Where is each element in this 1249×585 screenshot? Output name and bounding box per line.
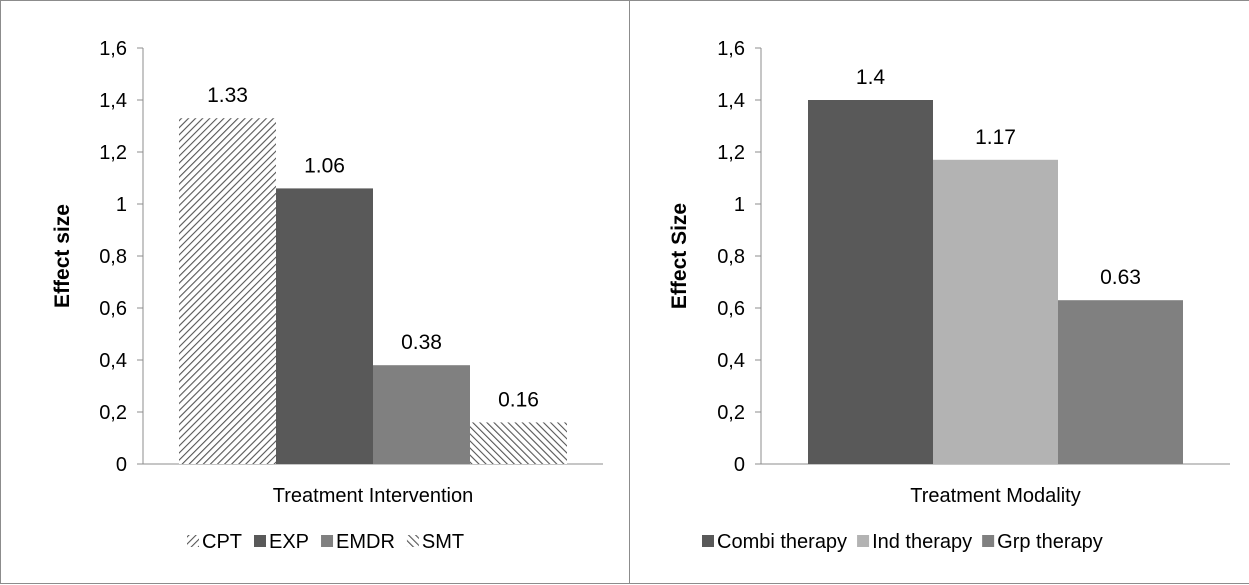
data-label: 1.06 xyxy=(304,154,345,177)
chart-left-svg: 0 0,2 0,4 0,6 0,8 1 1,2 1,4 1,6 1.33 1.06 0.38 0.16 E… xyxy=(51,38,603,553)
legend-swatch xyxy=(406,535,419,547)
y-tick-label: 0,2 xyxy=(717,402,745,424)
y-tick-label: 1,6 xyxy=(717,38,745,60)
y-tick-label: 0,6 xyxy=(717,298,745,320)
legend-swatch xyxy=(321,535,334,547)
y-tick-label: 0,4 xyxy=(717,350,745,372)
y-tick-label: 0,8 xyxy=(99,246,127,268)
y-tick-label: 0,6 xyxy=(99,298,127,320)
legend-swatch xyxy=(857,535,870,547)
legend-label: EMDR xyxy=(336,531,395,553)
data-label: 0.63 xyxy=(1100,266,1141,289)
legend-label: EXP xyxy=(269,531,309,553)
data-label: 0.38 xyxy=(401,331,442,354)
y-tick-label: 1 xyxy=(734,194,745,216)
legend-label: Grp therapy xyxy=(997,531,1103,553)
bar-combi-therapy xyxy=(808,100,933,464)
x-axis-title: Treatment Intervention xyxy=(273,485,473,507)
y-tick-label: 1 xyxy=(116,194,127,216)
legend-label: Combi therapy xyxy=(717,531,847,553)
legend-label: Ind therapy xyxy=(872,531,972,553)
y-tick-label: 1,4 xyxy=(99,90,127,112)
data-label: 0.16 xyxy=(498,388,539,411)
legend-label: CPT xyxy=(202,531,242,553)
bar-grp-therapy xyxy=(1058,300,1183,464)
chart-right-svg: 0 0,2 0,4 0,6 0,8 1 1,2 1,4 1,6 1.4 1.17 0.63 Effect… xyxy=(668,38,1230,553)
y-tick-label: 1,2 xyxy=(717,142,745,164)
y-tick-label: 0 xyxy=(734,454,745,476)
y-tick-label: 0,2 xyxy=(99,402,127,424)
legend-label: SMT xyxy=(422,531,464,553)
chart-panel-left: 0 0,2 0,4 0,6 0,8 1 1,2 1,4 1,6 1.33 1.06 0.38 0.16 E… xyxy=(0,0,630,584)
legend-swatch xyxy=(254,535,266,547)
bar-exp xyxy=(276,188,373,464)
y-axis-title: Effect size xyxy=(51,204,74,308)
legend-swatch xyxy=(187,535,199,547)
y-tick-label: 0 xyxy=(116,454,127,476)
y-tick-label: 1,4 xyxy=(717,90,745,112)
legend-swatch xyxy=(702,535,714,547)
data-label: 1.33 xyxy=(207,84,248,107)
y-tick-label: 0,8 xyxy=(717,246,745,268)
x-axis-title: Treatment Modality xyxy=(910,485,1080,507)
bar-emdr xyxy=(373,365,470,464)
chart-panel-right: 0 0,2 0,4 0,6 0,8 1 1,2 1,4 1,6 1.4 1.17 0.63 Effect… xyxy=(630,0,1249,584)
data-label: 1.4 xyxy=(856,66,886,89)
data-label: 1.17 xyxy=(975,126,1016,149)
y-tick-label: 0,4 xyxy=(99,350,127,372)
bar-ind-therapy xyxy=(933,159,1058,465)
y-tick-label: 1,6 xyxy=(99,38,127,60)
y-tick-label: 1,2 xyxy=(99,142,127,164)
legend-swatch xyxy=(982,535,995,547)
bar-cpt xyxy=(179,118,276,464)
bar-smt xyxy=(470,422,567,464)
y-axis-title: Effect Size xyxy=(668,203,691,309)
